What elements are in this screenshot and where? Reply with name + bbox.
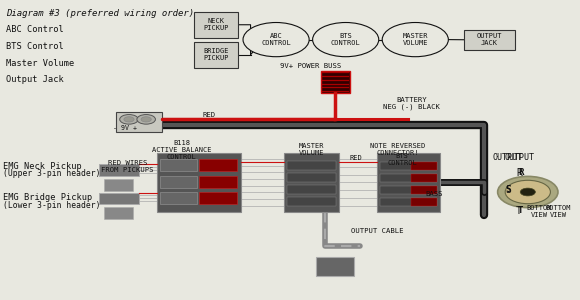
Text: BOTTOM
VIEW: BOTTOM VIEW: [527, 205, 552, 218]
Text: RED WIRES
FROM PICKUPS: RED WIRES FROM PICKUPS: [102, 160, 154, 173]
FancyBboxPatch shape: [99, 193, 139, 204]
FancyBboxPatch shape: [160, 192, 197, 204]
FancyBboxPatch shape: [321, 70, 350, 93]
Circle shape: [243, 22, 309, 57]
FancyBboxPatch shape: [194, 42, 238, 68]
Text: MASTER
VOLUME: MASTER VOLUME: [299, 142, 324, 156]
Circle shape: [505, 180, 550, 204]
Text: (Lower 3-pin header): (Lower 3-pin header): [3, 201, 100, 210]
Text: MASTER
VOLUME: MASTER VOLUME: [403, 33, 428, 46]
FancyBboxPatch shape: [411, 186, 437, 194]
FancyBboxPatch shape: [377, 153, 440, 212]
Text: OUTPUT
JACK: OUTPUT JACK: [477, 33, 502, 46]
FancyBboxPatch shape: [287, 173, 336, 182]
Text: (Upper 3-pin header): (Upper 3-pin header): [3, 169, 100, 178]
Text: T: T: [516, 206, 522, 217]
Text: BATTERY
NEG (-) BLACK: BATTERY NEG (-) BLACK: [383, 97, 440, 110]
FancyBboxPatch shape: [160, 176, 197, 188]
Text: Master Volume: Master Volume: [6, 58, 74, 68]
Text: NECK
PICKUP: NECK PICKUP: [204, 18, 229, 31]
Circle shape: [124, 117, 134, 122]
Text: Output Jack: Output Jack: [6, 75, 64, 84]
Text: T: T: [518, 206, 523, 215]
Text: Diagram #3 (preferred wiring order): Diagram #3 (preferred wiring order): [6, 9, 194, 18]
FancyBboxPatch shape: [198, 159, 237, 171]
Text: BTS
CONTROL: BTS CONTROL: [387, 153, 417, 166]
FancyBboxPatch shape: [198, 176, 237, 188]
FancyBboxPatch shape: [104, 207, 133, 219]
FancyBboxPatch shape: [380, 162, 437, 170]
FancyBboxPatch shape: [198, 192, 237, 204]
FancyBboxPatch shape: [99, 164, 139, 176]
Text: R: R: [518, 168, 523, 177]
Text: S: S: [505, 184, 511, 195]
Text: BASS: BASS: [425, 190, 443, 196]
Text: OUTPUT: OUTPUT: [504, 153, 534, 162]
Circle shape: [382, 22, 448, 57]
FancyBboxPatch shape: [380, 174, 437, 182]
Text: BRIDGE
PICKUP: BRIDGE PICKUP: [204, 48, 229, 61]
FancyBboxPatch shape: [287, 197, 336, 206]
Text: EMG Neck Pickup: EMG Neck Pickup: [3, 162, 82, 171]
FancyBboxPatch shape: [380, 186, 437, 194]
Text: ABC Control: ABC Control: [6, 26, 64, 34]
Text: NOTE REVERSED
CONNECTOR!: NOTE REVERSED CONNECTOR!: [370, 142, 426, 156]
FancyBboxPatch shape: [194, 12, 238, 38]
Circle shape: [119, 115, 138, 124]
Text: B118
ACTIVE BALANCE
CONTROL: B118 ACTIVE BALANCE CONTROL: [152, 140, 211, 160]
FancyBboxPatch shape: [287, 161, 336, 170]
FancyBboxPatch shape: [380, 198, 437, 206]
FancyBboxPatch shape: [116, 112, 162, 132]
Text: RED: RED: [202, 112, 215, 118]
Text: R: R: [516, 167, 522, 178]
FancyBboxPatch shape: [411, 162, 437, 170]
Text: EMG Bridge Pickup: EMG Bridge Pickup: [3, 194, 92, 202]
FancyBboxPatch shape: [411, 198, 437, 206]
Text: BTS Control: BTS Control: [6, 42, 64, 51]
Text: OUTPUT: OUTPUT: [492, 153, 523, 162]
Text: - 9V +: - 9V +: [113, 125, 137, 131]
Text: ABC
CONTROL: ABC CONTROL: [261, 33, 291, 46]
FancyBboxPatch shape: [157, 153, 241, 212]
Text: BTS
CONTROL: BTS CONTROL: [331, 33, 361, 46]
Text: S: S: [506, 185, 511, 194]
FancyBboxPatch shape: [104, 178, 133, 190]
Text: OUTPUT CABLE: OUTPUT CABLE: [351, 228, 403, 234]
Text: BOTTOM
VIEW: BOTTOM VIEW: [545, 205, 571, 218]
Text: 9V+ POWER BUSS: 9V+ POWER BUSS: [280, 63, 342, 69]
FancyBboxPatch shape: [411, 174, 437, 182]
Circle shape: [520, 188, 535, 196]
Circle shape: [137, 115, 155, 124]
Circle shape: [141, 117, 151, 122]
FancyBboxPatch shape: [160, 159, 197, 171]
FancyBboxPatch shape: [316, 256, 354, 276]
Circle shape: [498, 176, 558, 208]
Text: RED: RED: [350, 154, 362, 160]
FancyBboxPatch shape: [284, 153, 339, 212]
Circle shape: [313, 22, 379, 57]
FancyBboxPatch shape: [287, 185, 336, 194]
FancyBboxPatch shape: [464, 30, 515, 50]
